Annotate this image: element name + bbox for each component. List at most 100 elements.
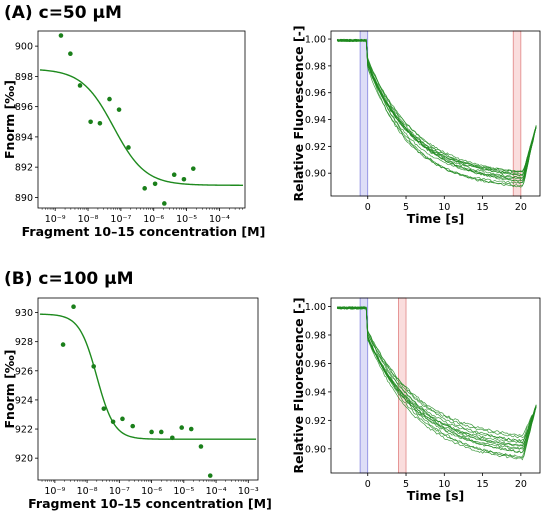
chart-a-trace-ytick-label: 0.94 (305, 115, 326, 126)
chart-a-dose-data-point (77, 83, 83, 88)
chart-a-dose-xtick-label: 10⁻⁹ (45, 214, 66, 225)
chart-b-trace-series-line (336, 306, 537, 461)
chart-b-dose-data-point (71, 304, 76, 310)
chart-a-dose-data-point (171, 172, 177, 178)
chart-a-dose-data-point (107, 96, 112, 102)
chart-b-dose-data-point (198, 444, 204, 449)
chart-a-dose-frame (37, 30, 246, 209)
chart-b-dose-data-point (179, 425, 185, 430)
chart-a-dose-xtick-label: 10⁻⁴ (209, 214, 230, 225)
chart-a-dose-xtick-label: 10⁻⁵ (176, 214, 197, 225)
chart-b-trace-xlabel: Time [s] (407, 488, 465, 503)
chart-b-trace-baseline-band (359, 297, 369, 474)
chart-b-dose-data-point (110, 419, 116, 425)
chart-a-trace-xtick-label: 10 (438, 202, 450, 213)
chart-b-trace-ytick-label: 0.92 (305, 416, 326, 427)
chart-b-dose-xtick-label: 10⁻³ (238, 486, 259, 497)
chart-a-trace-series-line (336, 38, 537, 185)
chart-a-dose-data-point (142, 186, 147, 191)
chart-a-trace-frame (330, 30, 541, 197)
chart-a-dose-data-point (126, 145, 131, 150)
chart-b-dose-xtick-label: 10⁻⁶ (141, 486, 162, 497)
chart-a-trace-xtick-label: 0 (365, 202, 371, 213)
chart-b-dose-data-point (130, 423, 136, 429)
chart-a-dose-data-point (68, 51, 73, 56)
chart-a-dose-ytick-label: 894 (15, 132, 33, 143)
chart-a-dose-data-point (152, 181, 158, 187)
chart-a-dose-data-point (58, 33, 64, 38)
chart-b-dose-data-point (170, 435, 175, 441)
chart-b-dose-xtick-label: 10⁻⁷ (109, 486, 130, 497)
chart-b-dose-data-point (60, 342, 66, 347)
chart-b-trace-ytick-label: 0.90 (305, 444, 326, 455)
chart-b-trace-series-line (337, 306, 537, 436)
chart-b-dose-ytick-label: 930 (15, 308, 33, 319)
chart-a-dose-data-point (88, 119, 93, 125)
chart-b-dose-ytick-label: 926 (15, 366, 33, 377)
panel-a-label: (A) c=50 μM (4, 3, 122, 23)
chart-b-dose-ylabel: Fnorm [‰] (2, 350, 17, 429)
chart-b-dose-xtick-label: 10⁻⁸ (77, 486, 98, 497)
chart-a-dose-data-point (97, 120, 103, 126)
chart-b-trace-ytick-label: 0.96 (305, 359, 326, 370)
chart-a-dose-ytick-label: 892 (15, 163, 33, 174)
chart-b-dose-ytick-label: 922 (15, 425, 33, 436)
chart-a-trace-ytick-label: 0.96 (305, 88, 326, 99)
chart-b-trace-xtick-label: 0 (365, 479, 371, 490)
chart-a-dose-fit-curve (39, 69, 244, 186)
chart-a-trace-ytick-label: 0.90 (305, 169, 326, 180)
chart-a-trace-ytick-label: 0.92 (305, 142, 326, 153)
chart-b-dose-data-point (91, 364, 96, 369)
chart-b-dose-ytick-label: 924 (15, 395, 33, 406)
chart-a-dose-data-point (181, 176, 187, 182)
chart-a-trace-series-line (337, 39, 537, 179)
chart-b-dose-xtick-label: 10⁻⁴ (206, 486, 227, 497)
chart-b-dose-ytick-label: 920 (15, 454, 33, 465)
chart-b-dose: 10⁻⁹ 10⁻⁸ 10⁻⁷ 10⁻⁶ 10⁻⁵ 10⁻⁴ 10⁻³ 920 922 924 926… (2, 297, 272, 511)
chart-a-trace: 0 5 10 15 20 0.90 0.92 0.94 0.96 0.98 1.00 Time [s]… (291, 25, 541, 226)
chart-a-trace-xlabel: Time [s] (407, 211, 465, 226)
chart-b-trace-frame (330, 297, 541, 474)
chart-a-trace-ytick-label: 1.00 (305, 35, 326, 46)
chart-b-dose-xtick-label: 10⁻⁹ (44, 486, 65, 497)
chart-b-trace-xtick-label: 5 (403, 479, 409, 490)
chart-a-trace-baseline-band (359, 30, 369, 197)
chart-a-trace-xtick-label: 20 (515, 202, 527, 213)
chart-a-dose-data-point (190, 166, 196, 171)
chart-a-trace-series-line (336, 38, 537, 188)
chart-b-dose-xlabel: Fragment 10–15 concentration [M] (28, 496, 272, 511)
chart-a-trace-series-line (336, 38, 537, 173)
chart-a-trace-ytick-label: 0.98 (305, 61, 326, 72)
chart-a-trace-xtick-label: 15 (477, 202, 489, 213)
chart-b-dose-data-point (188, 426, 194, 432)
chart-a-dose-xlabel: Fragment 10–15 concentration [M] (22, 224, 266, 239)
chart-b-trace-ylabel: Relative Fluorescence [-] (291, 297, 306, 473)
chart-b-dose-ytick-label: 928 (15, 337, 33, 348)
chart-a-trace-series-line (337, 38, 537, 187)
chart-a-dose-xtick-label: 10⁻⁶ (143, 214, 164, 225)
chart-b-dose-data-point (101, 406, 107, 411)
chart-b-trace-ytick-label: 0.98 (305, 330, 326, 341)
chart-b-trace-ytick-label: 1.00 (305, 302, 326, 313)
chart-b-trace: 0 5 10 15 20 0.90 0.92 0.94 0.96 0.98 1.00 Time [s]… (291, 297, 541, 503)
chart-b-trace-xtick-label: 20 (515, 479, 527, 490)
chart-a-trace-xtick-label: 5 (403, 202, 409, 213)
chart-b-trace-series-line (336, 306, 537, 442)
chart-b-trace-series-line (336, 306, 537, 447)
panel-b-label: (B) c=100 μM (4, 269, 134, 289)
chart-b-dose-data-point (149, 429, 154, 435)
chart-b-dose-data-point (158, 429, 164, 435)
chart-a-dose-xtick-label: 10⁻⁸ (78, 214, 99, 225)
chart-a-dose-ytick-label: 896 (15, 102, 33, 113)
chart-a-dose-xtick-label: 10⁻⁷ (110, 214, 131, 225)
chart-b-dose-xtick-label: 10⁻⁵ (173, 486, 194, 497)
chart-a-dose-ytick-label: 890 (15, 193, 33, 204)
chart-a-dose-ytick-label: 900 (15, 42, 33, 53)
chart-b-dose-data-point (120, 416, 125, 422)
chart-b-dose-data-point (207, 473, 213, 478)
chart-a-dose-data-point (162, 201, 167, 206)
chart-a-trace-series-line (336, 38, 537, 173)
chart-b-trace-ytick-label: 0.94 (305, 387, 326, 398)
chart-a-dose-data-point (116, 107, 122, 112)
